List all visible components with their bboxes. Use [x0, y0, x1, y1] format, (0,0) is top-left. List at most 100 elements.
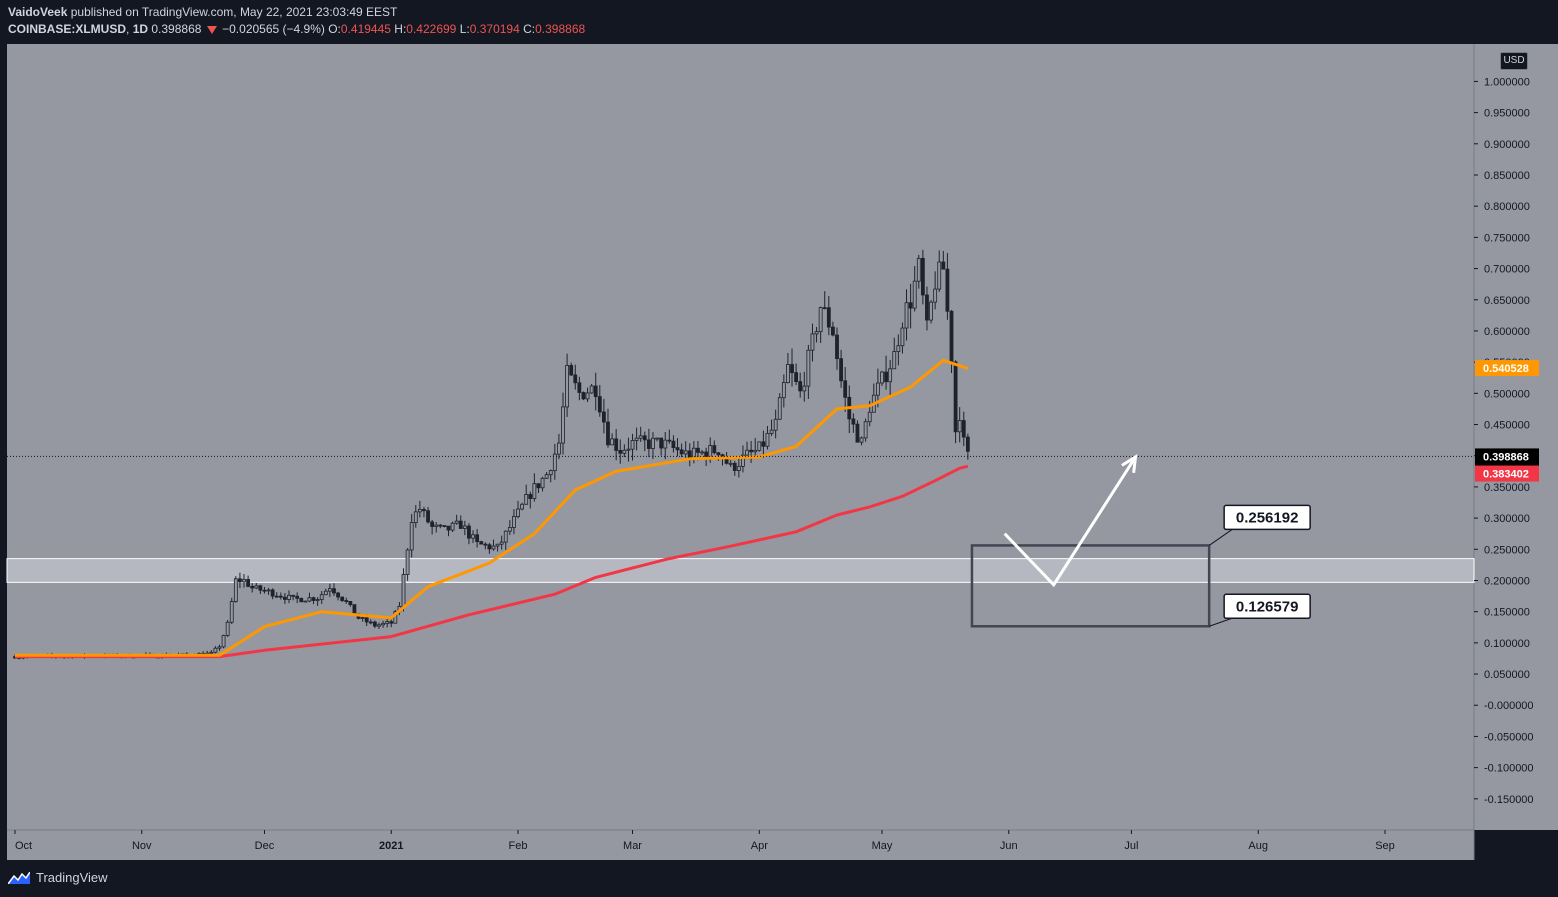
candle-body [409, 522, 414, 551]
candle-body [937, 261, 942, 290]
x-tick-label: Apr [751, 840, 768, 852]
candle-body [446, 525, 451, 531]
callout-box[interactable] [1223, 593, 1311, 620]
candle-body [892, 351, 897, 370]
candle-body [716, 452, 721, 456]
y-tick-label: 0.500000 [1484, 388, 1530, 400]
y-tick-label: 0.200000 [1484, 575, 1530, 587]
candle-body [933, 288, 938, 303]
candle-body [675, 447, 680, 451]
candle-body [512, 516, 516, 528]
candle-body [467, 525, 471, 539]
candle-body [381, 622, 385, 626]
candle-body [912, 280, 917, 309]
open-label: O: [328, 22, 341, 36]
y-tick-label: 0.450000 [1484, 420, 1530, 432]
candle-body [516, 508, 520, 517]
candle-body [818, 307, 823, 333]
candle-body [295, 595, 300, 599]
support-zone[interactable] [6, 558, 1475, 583]
sma-price-label-bg [1475, 465, 1539, 482]
candle-body [835, 334, 839, 360]
candle-body [777, 397, 782, 420]
candle-body [822, 307, 827, 310]
candle-body [565, 365, 569, 408]
candle-body [855, 423, 860, 443]
y-tick-label: 0.650000 [1484, 295, 1530, 307]
candle-body [622, 449, 627, 454]
interval-label[interactable]: 1D [132, 22, 149, 36]
candle-body [340, 596, 345, 601]
candle-body [593, 385, 598, 398]
candle-body [283, 596, 287, 600]
y-tick-label: 0.150000 [1484, 607, 1530, 619]
candle-body [786, 364, 790, 384]
candle-body [372, 621, 377, 627]
symbol-legend: COINBASE:XLMUSD, 1D 0.398868 −0.020565 (… [8, 22, 586, 36]
candle-body [781, 382, 786, 399]
candle-body [311, 597, 316, 601]
candle-body [585, 392, 590, 400]
candle-body [422, 509, 426, 512]
change-text: −0.020565 (−4.9%) [222, 22, 325, 36]
candle-body [679, 449, 684, 455]
candle-body [700, 451, 704, 454]
candle-body [589, 385, 594, 394]
close-value: 0.398868 [535, 22, 586, 36]
candle-body [732, 462, 737, 471]
candle-body [638, 435, 643, 439]
candle-body [287, 594, 291, 600]
candle-body [806, 349, 811, 387]
candle-body [434, 524, 439, 527]
candle-body [368, 621, 373, 624]
candle-body [471, 534, 475, 539]
tradingview-brand[interactable]: TradingView [8, 870, 108, 885]
candle-body [683, 450, 688, 455]
candle-body [262, 589, 267, 592]
x-tick-label: Dec [255, 840, 275, 852]
candle-body [696, 447, 700, 453]
candle-body [655, 437, 659, 440]
sma-line[interactable] [15, 464, 969, 659]
x-tick-label: Sep [1375, 840, 1395, 852]
target-box[interactable] [970, 544, 1211, 628]
candle-body [299, 597, 304, 603]
candle-body [246, 579, 251, 587]
symbol-name[interactable]: COINBASE:XLMUSD [8, 22, 127, 36]
candle-body [401, 574, 406, 607]
time-axis-area[interactable] [7, 830, 1474, 860]
candle-body [904, 302, 909, 329]
candle-body [557, 442, 561, 455]
x-tick-label: Nov [132, 840, 152, 852]
candle-body [360, 617, 365, 620]
candle-body [810, 333, 815, 351]
price-axis-area[interactable] [1474, 44, 1558, 830]
plot-area[interactable] [7, 44, 1474, 830]
projection-arrow[interactable] [1003, 456, 1137, 588]
candle-body [888, 368, 893, 383]
x-tick-label: Feb [509, 840, 528, 852]
ema-line[interactable] [15, 358, 969, 657]
candle-body [773, 418, 778, 431]
arrow-head-icon [1121, 454, 1138, 474]
candle-body [258, 585, 263, 591]
brand-name: TradingView [36, 870, 108, 885]
y-tick-label: -0.050000 [1484, 731, 1534, 743]
candle-body [736, 465, 741, 471]
high-label: H: [394, 22, 407, 36]
candle-body [389, 621, 394, 624]
low-label: L: [459, 22, 470, 36]
candle-body [957, 420, 962, 433]
candle-body [483, 543, 488, 546]
close-label: C: [523, 22, 536, 36]
author-name[interactable]: VaidoVeek [8, 5, 68, 19]
callout-box[interactable] [1223, 504, 1311, 531]
x-tick-label: Jul [1124, 840, 1138, 852]
currency-badge[interactable]: USD [1500, 52, 1528, 70]
candle-body [765, 433, 770, 447]
y-tick-label: 0.300000 [1484, 513, 1530, 525]
callout-label: 0.256192 [1236, 509, 1299, 526]
candle-body [790, 364, 794, 374]
y-tick-label: 0.900000 [1484, 139, 1530, 151]
